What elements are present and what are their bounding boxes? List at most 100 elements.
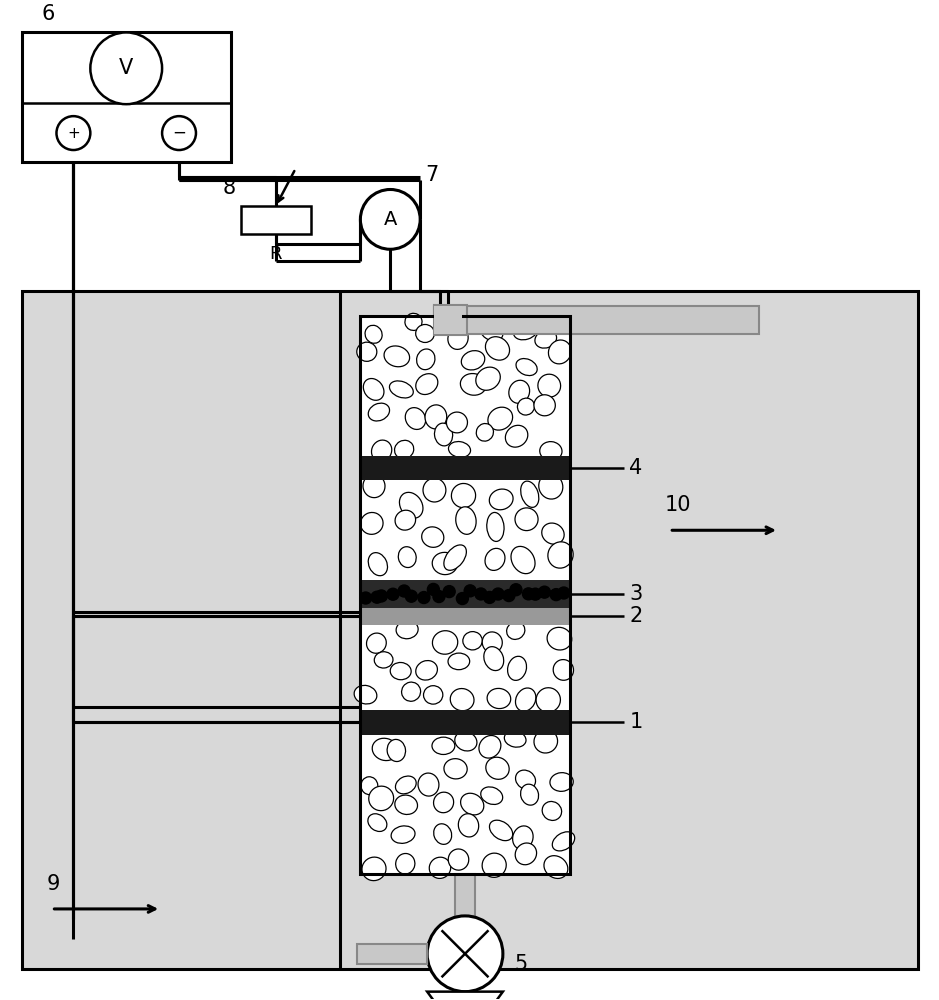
Ellipse shape xyxy=(449,442,470,457)
Ellipse shape xyxy=(553,660,574,680)
Ellipse shape xyxy=(516,359,537,376)
Ellipse shape xyxy=(547,627,572,650)
Ellipse shape xyxy=(458,814,479,837)
Text: −: − xyxy=(172,124,186,142)
Ellipse shape xyxy=(486,512,504,541)
Ellipse shape xyxy=(362,857,386,881)
Circle shape xyxy=(360,592,372,604)
Ellipse shape xyxy=(538,374,561,397)
Ellipse shape xyxy=(450,689,474,711)
Ellipse shape xyxy=(390,381,413,398)
Ellipse shape xyxy=(368,553,388,576)
Ellipse shape xyxy=(509,380,530,403)
Ellipse shape xyxy=(422,527,444,547)
Ellipse shape xyxy=(485,337,510,360)
Circle shape xyxy=(90,32,162,104)
Circle shape xyxy=(503,590,515,602)
Circle shape xyxy=(530,588,541,600)
Text: 6: 6 xyxy=(41,4,54,24)
Ellipse shape xyxy=(480,320,503,341)
Ellipse shape xyxy=(487,688,511,709)
Ellipse shape xyxy=(455,507,476,534)
Bar xyxy=(22,291,918,969)
Ellipse shape xyxy=(395,776,416,794)
Ellipse shape xyxy=(418,773,439,796)
Ellipse shape xyxy=(448,849,469,870)
Ellipse shape xyxy=(515,508,538,531)
Bar xyxy=(455,874,475,916)
Ellipse shape xyxy=(387,739,406,762)
Ellipse shape xyxy=(463,632,483,650)
Ellipse shape xyxy=(516,688,536,711)
Ellipse shape xyxy=(394,795,418,814)
Ellipse shape xyxy=(485,757,509,779)
Bar xyxy=(435,305,468,335)
Ellipse shape xyxy=(483,632,502,653)
Ellipse shape xyxy=(444,759,468,779)
Ellipse shape xyxy=(461,793,484,815)
Ellipse shape xyxy=(416,374,438,395)
Text: 10: 10 xyxy=(664,495,691,515)
Ellipse shape xyxy=(357,342,377,361)
Ellipse shape xyxy=(476,367,500,390)
Ellipse shape xyxy=(395,510,416,530)
Ellipse shape xyxy=(432,737,454,754)
Circle shape xyxy=(387,588,399,600)
Ellipse shape xyxy=(416,661,438,680)
Ellipse shape xyxy=(416,324,435,342)
Ellipse shape xyxy=(542,801,562,820)
Text: 3: 3 xyxy=(629,584,642,604)
Ellipse shape xyxy=(444,545,467,570)
Ellipse shape xyxy=(481,787,502,804)
Ellipse shape xyxy=(488,407,513,430)
Ellipse shape xyxy=(402,682,421,701)
Text: 7: 7 xyxy=(425,165,439,185)
Circle shape xyxy=(484,591,496,603)
Circle shape xyxy=(492,588,504,600)
Ellipse shape xyxy=(514,322,538,340)
Ellipse shape xyxy=(365,325,382,343)
Bar xyxy=(361,580,570,608)
Circle shape xyxy=(376,590,388,602)
Ellipse shape xyxy=(448,327,469,349)
Ellipse shape xyxy=(548,340,571,364)
Polygon shape xyxy=(427,992,503,1000)
Circle shape xyxy=(443,586,455,598)
Ellipse shape xyxy=(394,440,414,459)
Ellipse shape xyxy=(508,656,527,680)
Ellipse shape xyxy=(476,424,494,441)
Ellipse shape xyxy=(460,374,486,395)
Ellipse shape xyxy=(542,523,564,544)
Bar xyxy=(361,608,570,625)
Text: 1: 1 xyxy=(629,712,642,732)
Ellipse shape xyxy=(448,653,470,670)
Bar xyxy=(361,480,570,580)
Circle shape xyxy=(538,586,550,598)
Circle shape xyxy=(427,916,503,992)
Ellipse shape xyxy=(540,442,562,461)
Ellipse shape xyxy=(368,403,390,421)
Ellipse shape xyxy=(375,652,393,668)
Ellipse shape xyxy=(446,412,468,433)
Circle shape xyxy=(418,592,430,604)
Circle shape xyxy=(361,189,420,249)
Ellipse shape xyxy=(363,474,385,498)
Text: 9: 9 xyxy=(47,874,60,894)
Circle shape xyxy=(510,584,522,596)
Ellipse shape xyxy=(368,814,387,831)
Ellipse shape xyxy=(516,770,535,789)
Ellipse shape xyxy=(372,738,398,761)
Ellipse shape xyxy=(423,686,443,704)
Circle shape xyxy=(464,585,476,597)
Text: 5: 5 xyxy=(515,954,528,974)
Ellipse shape xyxy=(452,483,476,508)
Circle shape xyxy=(522,588,534,600)
Bar xyxy=(435,306,462,316)
Ellipse shape xyxy=(454,732,477,751)
Text: V: V xyxy=(119,58,133,78)
Bar xyxy=(358,944,427,964)
Ellipse shape xyxy=(539,474,562,499)
Ellipse shape xyxy=(517,398,534,415)
Text: 2: 2 xyxy=(629,606,642,626)
Text: R: R xyxy=(269,245,282,263)
